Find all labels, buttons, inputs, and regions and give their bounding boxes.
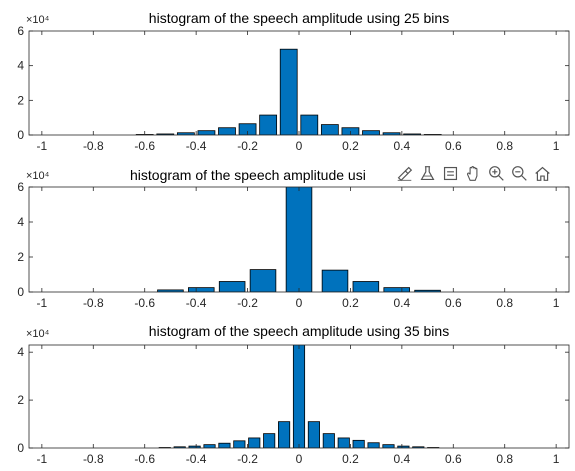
x-tick-label: 1 — [553, 452, 560, 466]
bar — [352, 439, 365, 448]
x-tick-label: 0.2 — [342, 296, 359, 310]
x-tick-label: 1 — [553, 296, 560, 310]
y-tick-label: 0 — [17, 441, 24, 455]
pan-icon[interactable] — [464, 164, 483, 183]
bar — [218, 127, 236, 135]
y-exponent-label: ×10⁴ — [26, 328, 50, 340]
legend-icon[interactable] — [441, 164, 460, 183]
x-tick-label: -1 — [37, 452, 48, 466]
bar — [263, 433, 276, 448]
bar — [176, 132, 195, 135]
x-tick-label: -0.8 — [83, 296, 104, 310]
y-tick-label: 2 — [17, 393, 24, 407]
x-tick-label: 0.6 — [445, 452, 462, 466]
home-icon[interactable] — [533, 164, 552, 183]
bars — [135, 48, 442, 135]
bar — [278, 421, 291, 448]
y-tick-label: 4 — [17, 215, 24, 229]
chart-title: histogram of the speech amplitude using … — [149, 10, 449, 26]
bar — [362, 130, 380, 135]
bar — [248, 437, 261, 448]
bar — [300, 114, 319, 135]
histogram-panel-1: -1 -0.8 -0.6 -0.4 -0.2 0 0.2 0.4 0.6 0.8 1 0 2 4 6×10⁴… — [17, 10, 570, 153]
x-tick-label: 0.2 — [342, 139, 359, 153]
bars — [157, 187, 441, 292]
x-tick-label: -0.6 — [134, 452, 155, 466]
y-exponent-label: ×10⁴ — [26, 14, 50, 26]
bar — [337, 437, 350, 448]
y-tick-label: 6 — [17, 24, 24, 38]
histogram-panel-2: -1 -0.8 -0.6 -0.4 -0.2 0 0.2 0.4 0.6 0.8 1 0 2 4 6×10⁴… — [17, 167, 570, 310]
y-tick-label: 2 — [17, 250, 24, 264]
chart-title: histogram of the speech amplitude usi — [130, 167, 366, 183]
x-tick-label: 0.2 — [342, 452, 359, 466]
bar — [249, 269, 277, 292]
x-tick-label: -0.2 — [237, 452, 258, 466]
x-tick-label: 0.8 — [496, 296, 513, 310]
x-tick-label: -0.2 — [237, 296, 258, 310]
x-tick-label: -0.4 — [186, 452, 207, 466]
y-tick-label: 4 — [17, 345, 24, 359]
y-tick-label: 0 — [17, 128, 24, 142]
x-tick-label: 0.8 — [496, 139, 513, 153]
bar — [383, 287, 410, 292]
x-tick-label: -0.4 — [186, 139, 207, 153]
y-exponent-label: ×10⁴ — [26, 170, 50, 182]
axes-toolbar — [395, 162, 570, 184]
x-tick-label: 0.6 — [445, 296, 462, 310]
x-tick-label: -0.8 — [83, 139, 104, 153]
histogram-panel-3: -1 -0.8 -0.6 -0.4 -0.2 0 0.2 0.4 0.6 0.8 1 0 2 4×10⁴ h… — [17, 323, 570, 466]
bar — [173, 446, 186, 448]
bar — [382, 132, 401, 135]
bar — [403, 133, 422, 135]
x-tick-label: 0 — [296, 452, 303, 466]
chart-title: histogram of the speech amplitude using … — [149, 323, 449, 339]
bar — [203, 444, 216, 448]
bar — [307, 421, 320, 448]
y-tick-label: 2 — [17, 93, 24, 107]
bar — [321, 269, 349, 292]
bar — [414, 289, 441, 292]
bar — [292, 345, 306, 448]
bar — [367, 442, 380, 448]
x-tick-label: -0.4 — [186, 296, 207, 310]
x-tick-label: -0.6 — [134, 139, 155, 153]
bar — [188, 287, 215, 292]
x-tick-label: 1 — [553, 139, 560, 153]
bar — [233, 440, 246, 448]
data-tip-icon[interactable] — [418, 164, 437, 183]
bar — [320, 124, 339, 135]
bar — [285, 187, 313, 292]
y-tick-label: 4 — [17, 59, 24, 73]
x-tick-label: 0.4 — [394, 139, 411, 153]
brush-icon[interactable] — [395, 164, 414, 183]
x-tick-label: 0.4 — [394, 452, 411, 466]
bar — [412, 446, 425, 448]
bar — [259, 114, 278, 135]
x-tick-label: -0.6 — [134, 296, 155, 310]
zoom-in-icon[interactable] — [487, 164, 506, 183]
x-tick-label: 0.4 — [394, 296, 411, 310]
x-tick-label: -1 — [37, 139, 48, 153]
bar — [218, 442, 231, 448]
bar — [279, 48, 298, 135]
x-tick-label: 0.8 — [496, 452, 513, 466]
y-tick-label: 0 — [17, 285, 24, 299]
bar — [352, 281, 380, 292]
x-tick-label: -0.2 — [237, 139, 258, 153]
zoom-out-icon[interactable] — [510, 164, 529, 183]
x-tick-label: -0.8 — [83, 452, 104, 466]
bar — [218, 281, 246, 292]
x-tick-label: 0.6 — [445, 139, 462, 153]
bar — [156, 133, 175, 135]
x-tick-label: -1 — [37, 296, 48, 310]
bar — [382, 444, 395, 448]
bar — [197, 130, 216, 135]
bar — [322, 433, 335, 448]
bars — [158, 345, 440, 448]
x-tick-label: 0 — [296, 296, 303, 310]
y-tick-label: 6 — [17, 180, 24, 194]
x-tick-label: 0 — [296, 139, 303, 153]
